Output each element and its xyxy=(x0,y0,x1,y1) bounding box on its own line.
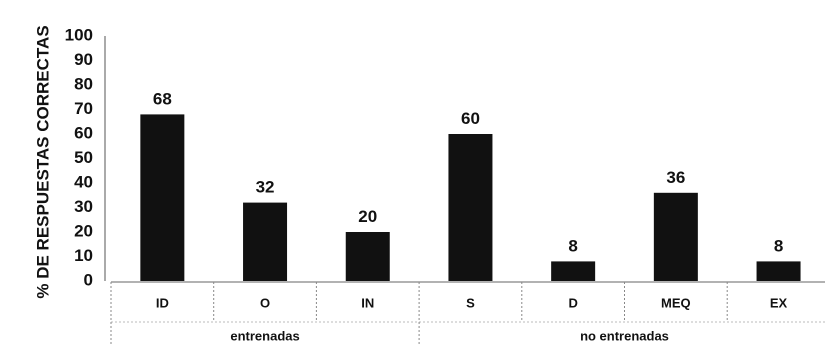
group-label: entrenadas xyxy=(230,328,299,343)
category-label: ID xyxy=(156,295,169,310)
bars xyxy=(140,114,801,282)
data-label: 8 xyxy=(774,236,783,255)
data-label: 20 xyxy=(358,207,377,226)
bar xyxy=(551,261,596,281)
y-tick-label: 50 xyxy=(74,148,93,167)
data-label: 60 xyxy=(461,109,480,128)
bar xyxy=(140,114,185,282)
category-label: O xyxy=(260,295,270,310)
data-labels: 68 32 20 60 8 36 8 xyxy=(153,89,783,255)
category-label: S xyxy=(466,295,475,310)
category-label: MEQ xyxy=(661,295,691,310)
data-label: 36 xyxy=(666,168,685,187)
category-label: D xyxy=(568,295,577,310)
data-label: 32 xyxy=(256,178,275,197)
y-axis-label: % DE RESPUESTAS CORRECTAS xyxy=(33,25,52,298)
y-tick-label: 30 xyxy=(74,197,93,216)
y-tick-label: 10 xyxy=(74,246,93,265)
y-tick-label: 40 xyxy=(74,172,93,191)
data-label: 68 xyxy=(153,89,172,108)
y-tick-label: 80 xyxy=(74,74,93,93)
bar xyxy=(756,261,801,281)
bar xyxy=(653,192,698,281)
bar xyxy=(345,232,390,281)
category-label: IN xyxy=(361,295,374,310)
y-tick-label: 20 xyxy=(74,221,93,240)
y-tick-label: 70 xyxy=(74,99,93,118)
bar xyxy=(243,202,288,281)
category-table: ID O IN S D MEQ EX entrenadas no entrenadas xyxy=(110,281,825,345)
y-tick-label: 60 xyxy=(74,123,93,142)
y-tick-labels: 0 10 20 30 40 50 60 70 80 90 100 xyxy=(65,25,93,289)
bar xyxy=(448,134,493,281)
y-tick-label: 0 xyxy=(84,270,93,289)
y-tick-label: 90 xyxy=(74,50,93,69)
group-label: no entrenadas xyxy=(580,328,669,343)
data-label: 8 xyxy=(568,236,577,255)
y-tick-label: 100 xyxy=(65,25,93,44)
category-label: EX xyxy=(770,295,788,310)
